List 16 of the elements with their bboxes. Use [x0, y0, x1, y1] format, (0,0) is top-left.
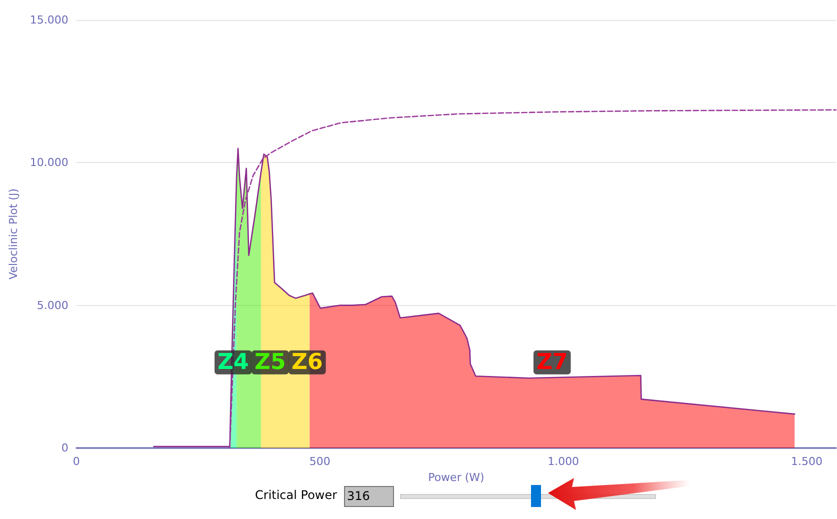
line-series — [153, 148, 796, 448]
x-axis-title: Power (W) — [428, 470, 484, 484]
y-tick-label: 10.000 — [30, 156, 68, 170]
text: Critical Power — [255, 488, 338, 502]
y-tick-label: 15.000 — [30, 14, 68, 26]
x-tick-label: 1.000 — [548, 455, 580, 468]
x-tick-label: 0 — [72, 455, 80, 468]
y-axis-title: Veloclinic Plot (J) — [7, 188, 20, 280]
series-label: Z5 — [254, 350, 286, 375]
text-field: 316 — [344, 486, 394, 507]
y-tick-label: 0 — [61, 442, 68, 454]
series-label: Z7 — [536, 350, 568, 375]
x-tick-label: 500 — [309, 455, 330, 468]
x-tick-label: 1.500 — [791, 455, 823, 468]
series-label: Z6 — [292, 350, 323, 375]
y-tick-label: 5.000 — [36, 298, 68, 312]
